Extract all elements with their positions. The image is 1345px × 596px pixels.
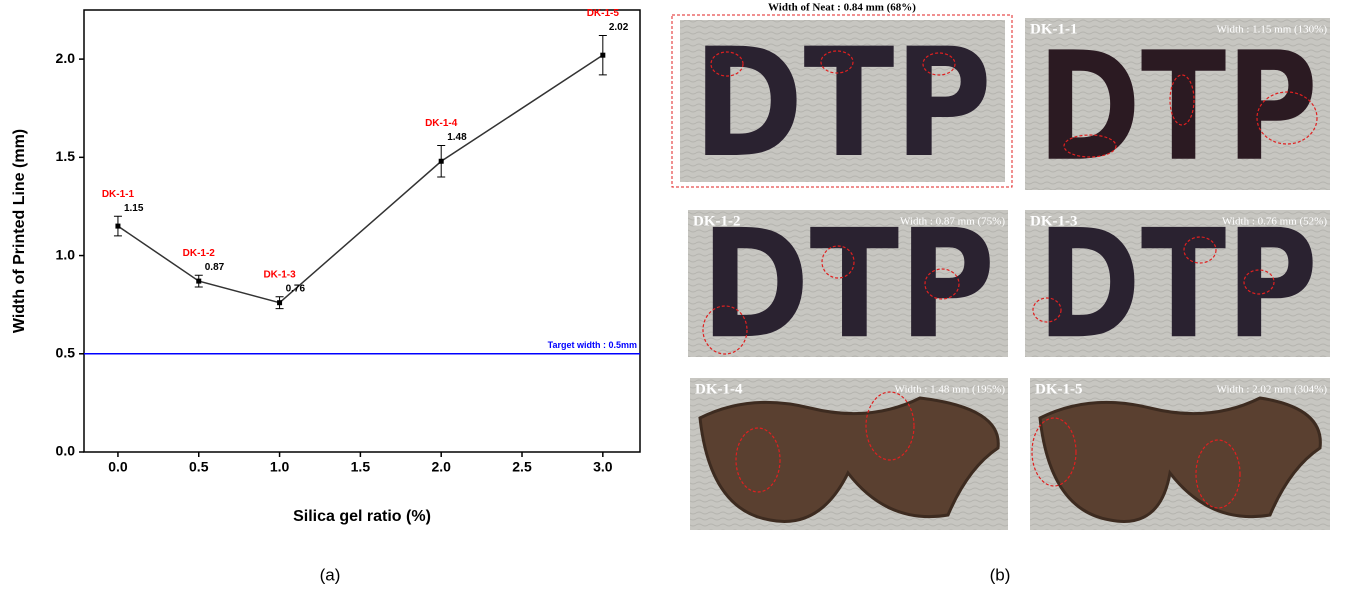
point-label: DK-1-3 (263, 269, 296, 280)
point-label: DK-1-2 (183, 248, 216, 259)
panel-width: Width : 0.76 mm (52%) (1222, 216, 1327, 228)
panel-label: DK-1-5 (1035, 381, 1083, 397)
data-point (115, 224, 120, 229)
x-tick-label: 1.5 (351, 459, 371, 475)
y-tick-label: 0.0 (56, 443, 76, 459)
caption: (b) (990, 565, 1011, 584)
x-tick-label: 2.0 (431, 459, 451, 475)
neat-title: Width of Neat : 0.84 mm (68%) (768, 2, 916, 14)
data-point (439, 159, 444, 164)
y-tick-label: 2.0 (56, 50, 76, 66)
photo-letters: DTP (693, 17, 992, 191)
panel-width: Width : 1.15 mm (130%) (1217, 24, 1328, 36)
caption: (a) (320, 565, 341, 584)
photo-panel: DTP (680, 17, 1005, 191)
data-label: 2.02 (609, 22, 629, 33)
photo-panel: DK-1-4 Width : 1.48 mm (195%) (690, 378, 1008, 530)
panel-label: DK-1-1 (1030, 21, 1078, 37)
data-point (277, 300, 282, 305)
x-tick-label: 2.5 (512, 459, 532, 475)
panel-width: Width : 2.02 mm (304%) (1217, 384, 1328, 396)
panel-label: DK-1-3 (1030, 213, 1078, 229)
x-tick-label: 0.0 (108, 459, 128, 475)
x-tick-label: 3.0 (593, 459, 613, 475)
data-label: 1.48 (447, 132, 467, 143)
y-tick-label: 1.5 (56, 148, 76, 164)
x-tick-label: 1.0 (270, 459, 290, 475)
panel-width: Width : 1.48 mm (195%) (895, 384, 1006, 396)
x-axis-title: Silica gel ratio (%) (293, 508, 431, 525)
panel-label: DK-1-4 (695, 381, 743, 397)
data-point (600, 53, 605, 58)
point-label: DK-1-4 (425, 118, 458, 129)
data-point (196, 279, 201, 284)
reference-label: Target width : 0.5mm (548, 340, 637, 350)
point-label: DK-1-5 (587, 8, 620, 19)
photo-panel: DK-1-5 Width : 2.02 mm (304%) (1030, 378, 1330, 530)
figure: Silica gel ratio (%) Width of Printed Li… (0, 0, 1345, 591)
data-label: 0.87 (205, 262, 225, 273)
x-tick-label: 0.5 (189, 459, 209, 475)
data-label: 1.15 (124, 203, 144, 214)
y-axis-title: Width of Printed Line (mm) (11, 129, 28, 333)
photo-letters: DTP (1037, 21, 1318, 195)
series-line (118, 55, 603, 303)
panel-label: DK-1-2 (693, 213, 741, 229)
data-label: 0.76 (286, 283, 306, 294)
point-label: DK-1-1 (102, 189, 135, 200)
y-tick-label: 0.5 (56, 344, 76, 360)
panel-width: Width : 0.87 mm (75%) (900, 216, 1005, 228)
y-tick-label: 1.0 (56, 246, 76, 262)
